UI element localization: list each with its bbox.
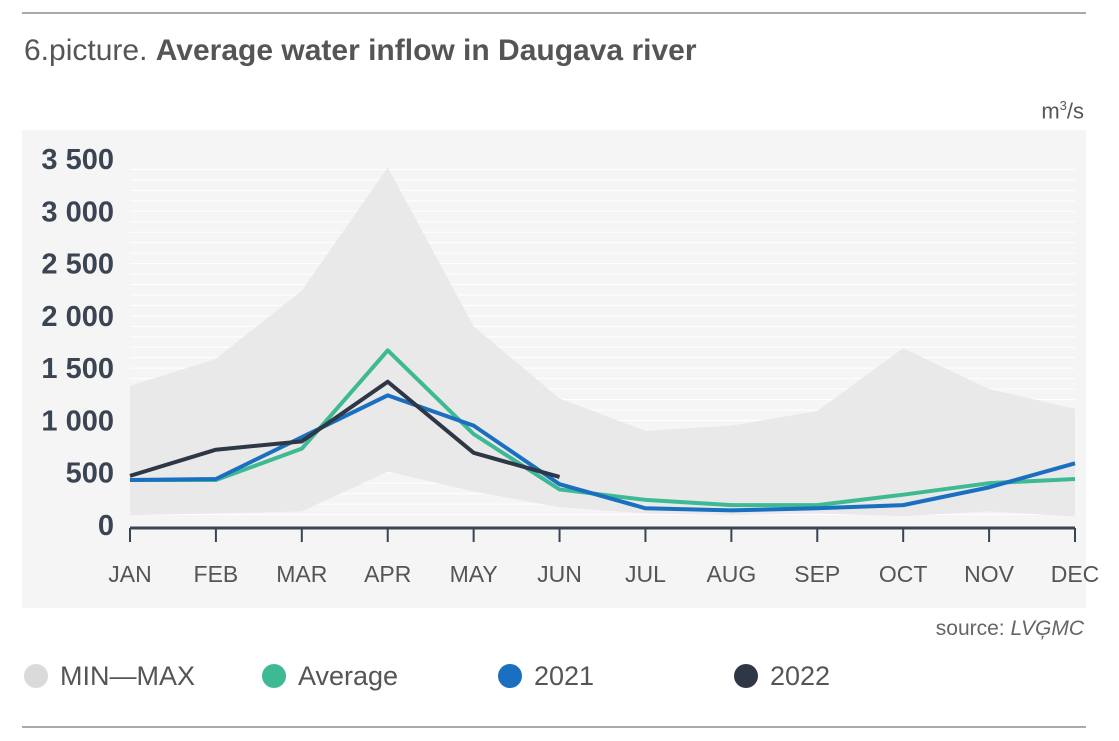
unit-label: m3/s	[1041, 98, 1084, 124]
legend-swatch-average	[262, 664, 286, 688]
x-tick-label: JAN	[108, 561, 151, 587]
title-lead: 6.picture.	[24, 34, 148, 67]
y-tick-label: 1 000	[41, 405, 114, 437]
x-tick-label: NOV	[964, 561, 1015, 587]
x-tick-label: MAY	[450, 561, 498, 587]
chart-title: 6.picture. Average water inflow in Dauga…	[24, 34, 697, 68]
y-tick-label: 500	[66, 458, 114, 490]
y-tick-label: 1 500	[41, 353, 114, 385]
unit-base: m	[1041, 98, 1060, 124]
legend-label-2021: 2021	[534, 660, 595, 691]
legend-label-average: Average	[298, 660, 399, 691]
y-tick-label: 0	[98, 510, 114, 542]
legend-label-min-max: MIN—MAX	[60, 660, 195, 691]
legend-swatch-min-max	[24, 664, 48, 688]
legend-label-2022: 2022	[770, 660, 831, 691]
line-2022	[129, 379, 561, 479]
x-tick-label: JUN	[537, 561, 582, 587]
x-tick-label: SEP	[794, 561, 840, 587]
y-tick-label: 3 000	[41, 196, 114, 228]
legend-item-2022: 2022	[734, 658, 830, 694]
bottom-rule	[22, 726, 1086, 728]
legend-item-2021: 2021	[498, 658, 594, 694]
x-tick-label: APR	[364, 561, 411, 587]
unit-exponent: 3	[1059, 98, 1067, 113]
legend-swatch-2022	[734, 664, 758, 688]
legend-swatch-2021	[498, 664, 522, 688]
y-tick-label: 2 000	[41, 301, 114, 333]
x-tick-label: DEC	[1051, 561, 1100, 587]
y-tick-label: 2 500	[41, 249, 114, 281]
y-tick-label: 3 500	[41, 144, 114, 176]
x-tick-label: MAR	[276, 561, 327, 587]
unit-tail: /s	[1066, 98, 1084, 124]
legend-item-min-max: MIN—MAX	[24, 658, 195, 694]
legend-item-average: Average	[262, 658, 398, 694]
x-tick-label: JUL	[625, 561, 666, 587]
source-org: LVĢMC	[1010, 617, 1084, 640]
x-tick-label: AUG	[706, 561, 756, 587]
top-rule	[22, 12, 1086, 14]
title-main: Average water inflow in Daugava river	[155, 34, 697, 67]
min-max-band	[130, 167, 1075, 517]
source-lead: source:	[935, 617, 1011, 640]
x-tick-label: OCT	[879, 561, 928, 587]
x-tick-label: FEB	[194, 561, 239, 587]
source-note: source: LVĢMC	[936, 617, 1084, 641]
